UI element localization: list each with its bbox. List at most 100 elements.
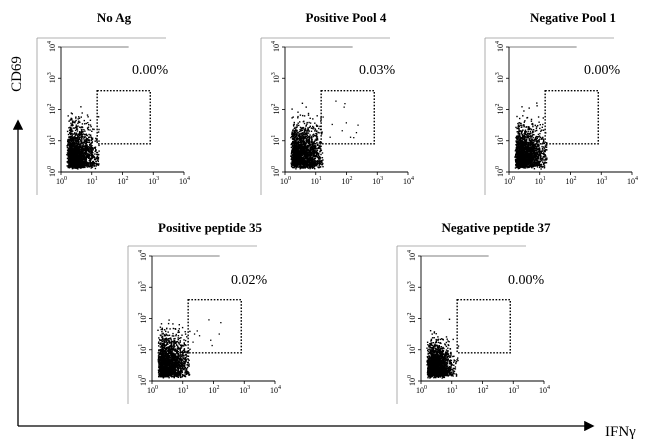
event-dot — [297, 115, 299, 118]
event-dot — [526, 144, 528, 146]
event-dot — [76, 157, 78, 159]
event-dot — [85, 160, 88, 162]
event-dot — [522, 141, 524, 143]
event-dot — [314, 139, 316, 141]
event-dot — [523, 121, 525, 123]
event-dot — [518, 135, 521, 137]
event-dot — [318, 132, 320, 134]
event-dot — [517, 127, 519, 130]
event-dot — [67, 142, 70, 144]
event-dot — [66, 130, 69, 133]
event-dot — [75, 162, 78, 164]
event-dot — [307, 112, 310, 115]
event-dot — [68, 157, 70, 160]
event-dot — [72, 165, 74, 167]
event-dot — [318, 145, 320, 147]
event-dot — [87, 126, 90, 128]
event-dot — [314, 161, 317, 163]
event-dot — [72, 154, 74, 156]
event-dot — [88, 139, 90, 141]
event-dot — [536, 129, 538, 132]
event-dot — [313, 166, 315, 169]
event-dot — [79, 152, 81, 154]
event-dot — [295, 159, 297, 161]
event-dot — [541, 150, 543, 152]
event-dot — [86, 163, 88, 165]
event-dot — [528, 146, 530, 149]
event-dot — [298, 139, 301, 141]
event-dot — [70, 129, 72, 131]
event-dot — [301, 157, 304, 160]
event-dot — [308, 126, 311, 129]
event-dot — [302, 139, 305, 142]
event-dot — [97, 160, 99, 163]
event-dot — [312, 141, 314, 143]
event-dot — [532, 164, 535, 166]
event-dot — [74, 148, 77, 150]
event-dot — [306, 161, 308, 163]
event-dot — [83, 138, 85, 140]
event-dot — [539, 138, 541, 140]
event-dot — [98, 144, 100, 147]
event-dot — [74, 142, 76, 144]
event-dot — [306, 148, 308, 150]
event-dot — [533, 149, 535, 152]
event-dot — [80, 133, 82, 136]
event-dot — [535, 135, 537, 138]
event-dot — [314, 157, 317, 160]
event-dot — [307, 127, 309, 129]
gated-event-dot — [335, 100, 337, 102]
event-dot — [84, 157, 87, 159]
event-dot — [301, 156, 303, 159]
event-dot — [529, 143, 532, 145]
event-dot — [302, 149, 304, 152]
event-dot — [75, 127, 78, 129]
event-dot — [314, 149, 316, 152]
event-dot — [91, 142, 93, 144]
event-dot — [91, 150, 93, 152]
event-dot — [80, 149, 82, 152]
event-dot — [295, 152, 297, 154]
event-dot — [531, 140, 533, 142]
event-dot — [68, 150, 70, 153]
event-dot — [539, 132, 541, 135]
event-dot — [293, 159, 295, 162]
event-dot — [313, 143, 315, 145]
event-dot — [516, 156, 518, 159]
event-dot — [78, 141, 80, 143]
event-dot — [84, 146, 86, 148]
event-dot — [305, 163, 307, 165]
event-dot — [83, 158, 85, 160]
event-dot — [301, 151, 303, 153]
event-dot — [318, 163, 321, 165]
event-dot — [520, 141, 522, 143]
x-tick-label: 101 — [87, 176, 98, 186]
event-dot — [538, 121, 540, 123]
event-dot — [79, 136, 82, 138]
gate-box — [320, 89, 375, 145]
event-dot — [303, 122, 306, 125]
event-dot — [311, 161, 313, 164]
event-dot — [89, 136, 91, 138]
event-dot — [526, 135, 528, 138]
event-dot — [298, 166, 301, 168]
event-dot — [292, 162, 294, 165]
event-dot — [527, 135, 529, 138]
event-dot — [303, 159, 305, 162]
event-dot — [298, 130, 301, 133]
event-dot — [85, 145, 88, 147]
event-dot — [303, 120, 305, 122]
event-dot — [300, 152, 302, 154]
event-dot — [81, 156, 83, 158]
event-dot — [88, 150, 90, 152]
event-dot — [527, 137, 530, 139]
event-dot — [80, 165, 82, 167]
event-dot — [72, 127, 75, 129]
event-dot — [320, 120, 322, 122]
event-dot — [85, 139, 88, 141]
event-dot — [308, 165, 311, 168]
event-dot — [532, 163, 534, 165]
event-dot — [302, 141, 305, 143]
event-dot — [85, 150, 87, 153]
event-dot — [307, 157, 310, 160]
